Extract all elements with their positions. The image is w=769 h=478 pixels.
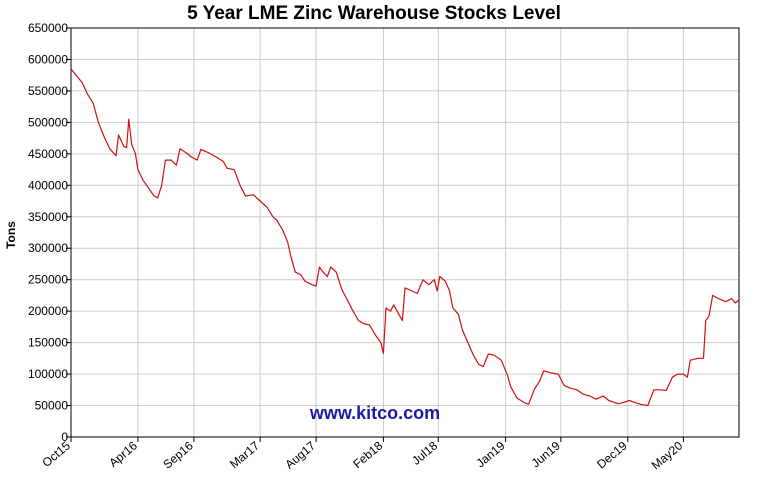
x-tick-label: Aug17 (282, 438, 318, 471)
y-tick-label: 500000 (28, 115, 68, 129)
x-tick-label: Jul18 (409, 438, 440, 467)
series-group (70, 68, 740, 407)
x-tick-label: Sep16 (160, 438, 196, 471)
y-tick-label: 0 (61, 430, 68, 444)
series-line (70, 68, 740, 407)
plot-background (71, 28, 739, 437)
y-axis-ticks: 0 50000 100000 150000 200000 250000 300000 3500… (28, 21, 71, 444)
y-tick-label: 350000 (28, 210, 68, 224)
y-tick-label: 50000 (35, 399, 69, 413)
x-tick-label: Jun19 (529, 438, 563, 470)
y-tick-label: 650000 (28, 21, 68, 35)
y-tick-label: 250000 (28, 273, 68, 287)
x-tick-label: Oct15 (39, 438, 73, 470)
y-tick-label: 450000 (28, 147, 68, 161)
y-tick-label: 400000 (28, 178, 68, 192)
x-tick-label: Mar17 (227, 438, 262, 471)
y-tick-label: 300000 (28, 241, 68, 255)
watermark: www.kitco.com (309, 403, 440, 423)
plot-frame (70, 27, 740, 438)
y-axis-label: Tons (4, 221, 18, 249)
y-tick-label: 150000 (28, 336, 68, 350)
x-tick-label: May20 (649, 438, 686, 472)
axes (70, 27, 740, 438)
chart-title: 5 Year LME Zinc Warehouse Stocks Level (187, 3, 561, 24)
grid-lines (71, 27, 739, 437)
x-tick-label: Dec19 (594, 438, 630, 471)
x-tick-label: Apr16 (106, 438, 140, 470)
x-axis-ticks: Oct15 Apr16 Sep16 Mar17 Aug17 Feb18 Jul18 Jan19… (39, 437, 686, 472)
x-tick-label: Jan19 (473, 438, 507, 470)
x-tick-label: Feb18 (350, 438, 385, 471)
y-tick-label: 100000 (28, 367, 68, 381)
y-tick-label: 550000 (28, 84, 68, 98)
y-tick-label: 600000 (28, 52, 68, 66)
y-tick-label: 200000 (28, 304, 68, 318)
